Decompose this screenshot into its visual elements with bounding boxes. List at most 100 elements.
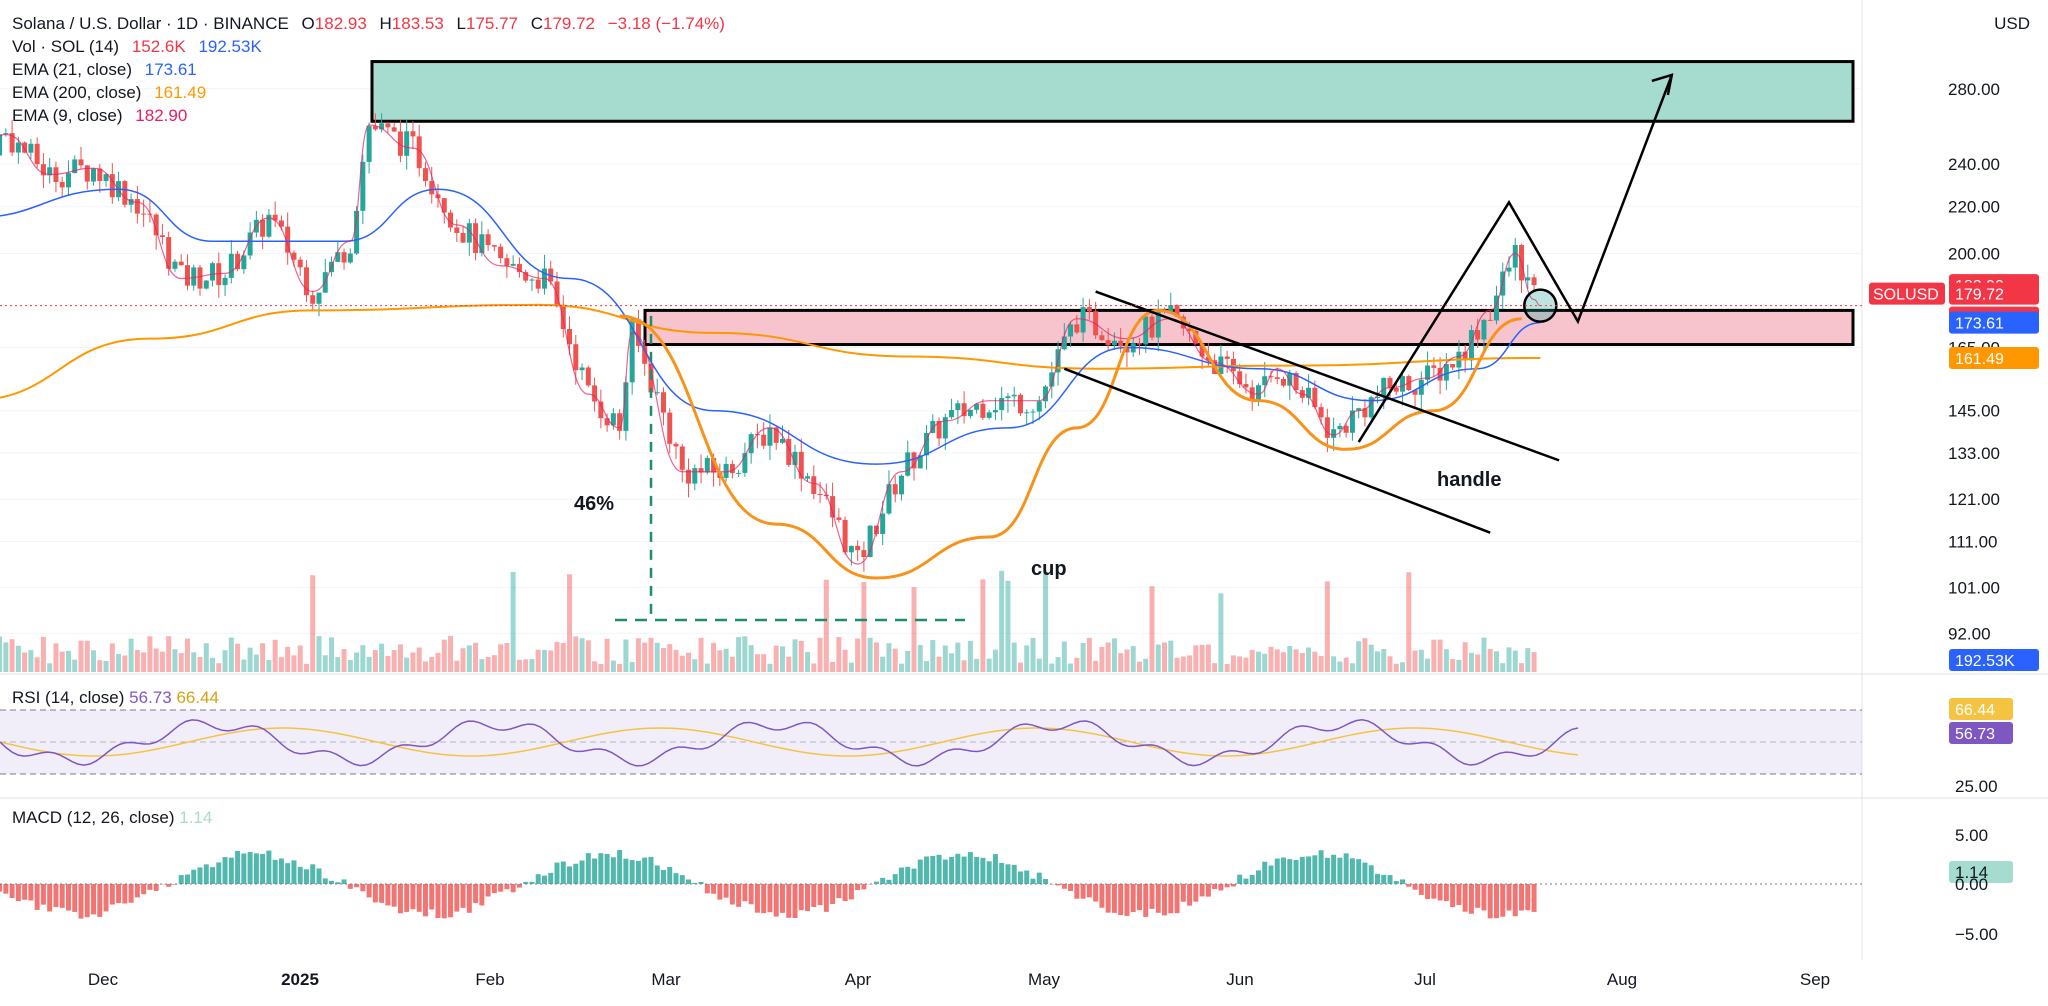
- volume-bar: [1043, 572, 1048, 672]
- candle-body: [454, 227, 459, 232]
- x-axis-label: Dec: [88, 970, 119, 989]
- macd-histogram-bar: [1375, 874, 1380, 884]
- rsi-ma-value: 66.44: [176, 688, 219, 707]
- macd-histogram-bar: [1494, 884, 1499, 918]
- volume-bar: [367, 657, 372, 672]
- volume-bar: [1525, 648, 1530, 672]
- volume-bar: [730, 657, 735, 672]
- macd-legend[interactable]: MACD (12, 26, close) 1.14: [12, 808, 212, 828]
- price-tick-label: 240.00: [1948, 155, 2000, 174]
- volume-bar: [1037, 659, 1042, 672]
- volume-bar: [1200, 645, 1205, 672]
- candle-body: [968, 410, 973, 416]
- volume-bar: [248, 648, 253, 672]
- macd-histogram-bar: [479, 884, 484, 905]
- volume-bar: [1413, 651, 1418, 672]
- volume-bar: [1156, 645, 1161, 672]
- volume-bar: [241, 660, 246, 672]
- volume-bar: [1362, 638, 1367, 672]
- volume-bar: [235, 644, 240, 672]
- macd-histogram-bar: [498, 884, 503, 892]
- macd-histogram-bar: [1068, 884, 1073, 891]
- candle-body: [335, 252, 340, 262]
- candle-body: [1275, 377, 1280, 379]
- candle-body: [1106, 340, 1111, 345]
- candle-body: [35, 144, 40, 164]
- volume-bar: [1375, 651, 1380, 672]
- macd-histogram-bar: [1175, 884, 1180, 913]
- cup-annotation: cup: [1031, 558, 1067, 580]
- indicator-value: 173.61: [145, 60, 197, 79]
- macd-histogram-bar: [1356, 859, 1361, 884]
- macd-histogram-bar: [10, 884, 15, 898]
- volume-bar: [636, 638, 641, 672]
- volume-bar: [3, 642, 8, 672]
- candle-body: [987, 412, 992, 417]
- indicator-ema21[interactable]: EMA (21, close) 173.61: [12, 58, 725, 81]
- macd-histogram-bar: [780, 884, 785, 913]
- candle-body: [529, 280, 534, 281]
- macd-histogram-bar: [1481, 884, 1486, 910]
- macd-histogram-bar: [1150, 884, 1155, 909]
- volume-bar: [116, 654, 121, 672]
- volume-bar: [937, 657, 942, 672]
- macd-histogram-bar: [28, 884, 33, 900]
- volume-bar: [805, 652, 810, 672]
- candle-body: [1532, 277, 1537, 285]
- volume-bar: [16, 646, 21, 672]
- volume-bar: [1068, 664, 1073, 672]
- symbol-title[interactable]: Solana / U.S. Dollar · 1D · BINANCE: [12, 14, 289, 33]
- volume-bar: [492, 655, 497, 672]
- macd-histogram-bar: [886, 880, 891, 884]
- indicator-ema200[interactable]: EMA (200, close) 161.49: [12, 81, 725, 104]
- macd-histogram-bar: [1450, 884, 1455, 907]
- macd-histogram-bar: [630, 860, 635, 884]
- candle-body: [993, 410, 998, 412]
- high-value: 183.53: [392, 14, 444, 33]
- macd-histogram-bar: [154, 884, 159, 891]
- volume-bar: [717, 650, 722, 672]
- volume-bar: [291, 655, 296, 672]
- low-value: 175.77: [466, 14, 518, 33]
- price-tick-label: 200.00: [1948, 244, 2000, 263]
- candle-body: [674, 444, 679, 447]
- volume-bar: [561, 643, 566, 672]
- candle-body: [811, 476, 816, 494]
- macd-histogram-bar: [993, 854, 998, 884]
- volume-bar: [818, 638, 823, 672]
- volume-bar: [28, 650, 33, 672]
- volume-bar: [567, 574, 572, 672]
- volume-bar: [223, 650, 228, 672]
- macd-histogram-bar: [1243, 879, 1248, 884]
- volume-bar: [204, 643, 209, 672]
- volume-bar: [1369, 645, 1374, 672]
- macd-histogram-bar: [72, 884, 77, 912]
- macd-histogram-bar: [761, 884, 766, 913]
- volume-bar: [586, 640, 591, 672]
- macd-histogram-bar: [1250, 875, 1255, 884]
- candle-body: [667, 413, 672, 444]
- volume-bar: [198, 657, 203, 672]
- indicator-volume[interactable]: Vol · SOL (14) 152.6K 192.53K: [12, 35, 725, 58]
- candle-body: [899, 476, 904, 495]
- change-value: −3.18 (−1.74%): [608, 14, 725, 33]
- volume-bar: [786, 657, 791, 672]
- macd-histogram-bar: [486, 884, 491, 897]
- candle-body: [367, 126, 372, 162]
- rsi-legend[interactable]: RSI (14, close) 56.73 66.44: [12, 688, 219, 708]
- volume-bar: [548, 650, 553, 672]
- macd-histogram-bar: [1413, 884, 1418, 890]
- macd-histogram-bar: [1018, 871, 1023, 884]
- volume-bar: [1300, 653, 1305, 672]
- currency-selector[interactable]: USD: [1994, 14, 2030, 34]
- indicator-ema9[interactable]: EMA (9, close) 182.90: [12, 104, 725, 127]
- volume-bar: [686, 653, 691, 672]
- volume-bar: [461, 648, 466, 672]
- volume-bar: [1005, 581, 1010, 672]
- volume-bar: [85, 641, 90, 672]
- macd-histogram-bar: [1419, 884, 1424, 895]
- macd-histogram-bar: [16, 884, 21, 901]
- macd-histogram-bar: [799, 884, 804, 910]
